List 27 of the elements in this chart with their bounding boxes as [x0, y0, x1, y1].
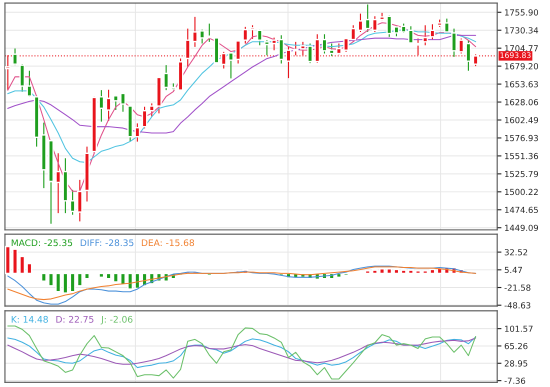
- text: DIFF: -28.35: [80, 239, 134, 246]
- y-tick-label: -48.63: [504, 302, 530, 309]
- series-label: K: 14.48: [12, 316, 48, 323]
- y-tick-label: 1628.06: [505, 99, 538, 106]
- y-tick-label: 1679.20: [505, 63, 538, 70]
- y-tick-label: 1449.09: [505, 224, 538, 231]
- y-tick-label: -7.36: [504, 378, 526, 384]
- y-tick-label: 1704.77: [505, 45, 538, 52]
- y-tick-label: 65.26: [504, 342, 528, 350]
- y-tick-label: 1576.93: [505, 134, 538, 142]
- y-tick-label: 1755.90: [505, 9, 538, 16]
- y-tick-label: 32.52: [504, 249, 528, 256]
- y-tick-label: 1525.79: [505, 170, 538, 178]
- y-tick-label: 1551.36: [505, 152, 538, 160]
- y-tick-label: 5.47: [504, 266, 522, 274]
- y-tick-label: -21.58: [504, 284, 530, 291]
- series-label: J: -2.06: [100, 316, 132, 324]
- y-tick-label: 101.57: [505, 326, 533, 332]
- text: D: 22.75: [56, 316, 94, 323]
- y-tick-label: 1474.65: [505, 206, 538, 214]
- y-tick-label: 1653.63: [505, 81, 538, 88]
- series-label: MACD: -25.35: [12, 239, 72, 246]
- text: DEA: -15.68: [142, 239, 194, 246]
- y-tick-label: 28.95: [504, 360, 528, 367]
- y-tick-label: 1730.34: [505, 27, 538, 34]
- y-tick-label: 1602.49: [505, 116, 538, 124]
- y-tick-label: 1500.22: [505, 188, 538, 196]
